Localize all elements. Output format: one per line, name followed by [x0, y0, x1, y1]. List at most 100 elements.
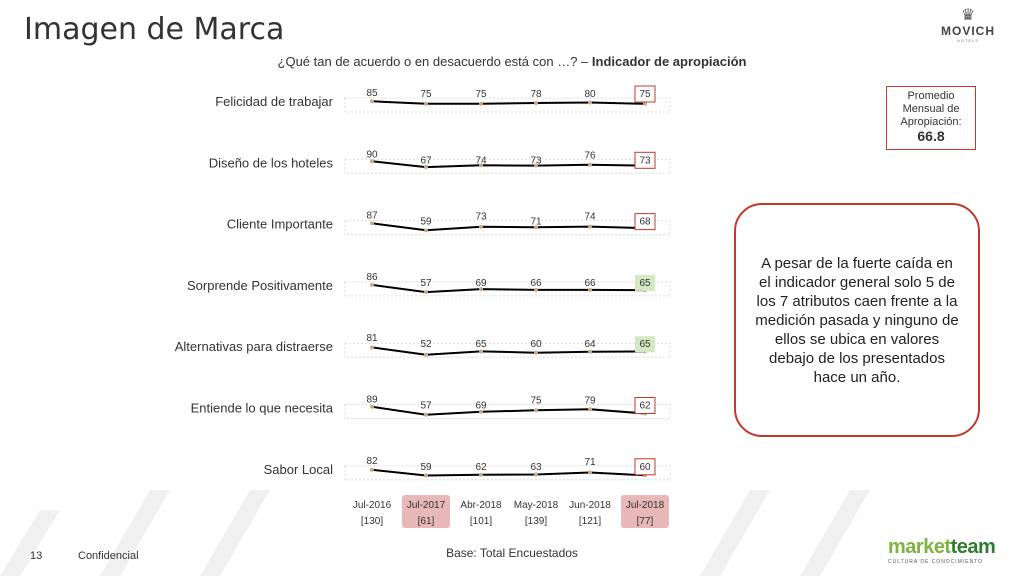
series-point — [479, 287, 483, 292]
series-line — [371, 468, 646, 477]
period-highlight — [402, 495, 450, 528]
average-box: Promedio Mensual de Apropiación: 66.8 — [886, 86, 976, 150]
data-label: 68 — [639, 217, 651, 228]
series-point — [479, 101, 483, 106]
base-label: Base: Total Encuestados — [446, 546, 578, 560]
data-label: 71 — [584, 457, 596, 468]
series-line — [371, 346, 646, 356]
data-label: 65 — [639, 339, 651, 350]
last-value-box — [634, 213, 656, 231]
movich-logo: ♛ MOVICH HOTELS — [940, 8, 996, 48]
data-label: 62 — [639, 401, 651, 412]
data-label: 76 — [584, 150, 596, 161]
logo-tagline-mt: CULTURA DE CONOCIMIENTO — [888, 559, 984, 565]
data-label: 57 — [420, 278, 432, 289]
data-label: 73 — [639, 155, 651, 166]
data-label: 82 — [366, 456, 378, 467]
last-value-box — [634, 85, 656, 103]
series-label: Sorprende Positivamente — [187, 278, 333, 293]
crown-m-icon: ♛ — [960, 7, 976, 24]
data-label: 59 — [420, 462, 432, 473]
series-point — [479, 224, 483, 229]
series-point — [424, 165, 428, 170]
series-point — [534, 101, 538, 105]
series-point — [424, 228, 428, 233]
series-point — [370, 467, 374, 472]
data-label: 66 — [584, 278, 596, 289]
data-label: 75 — [639, 89, 651, 100]
last-value-box — [635, 336, 655, 353]
insight-note: A pesar de la fuerte caída en el indicad… — [734, 203, 980, 437]
data-label: 52 — [420, 339, 432, 350]
series-label: Felicidad de trabajar — [215, 94, 333, 109]
data-label: 60 — [530, 339, 542, 350]
data-label: 60 — [639, 462, 651, 473]
period-highlight — [621, 495, 669, 528]
average-value: 66.8 — [917, 128, 945, 144]
series-label: Entiende lo que necesita — [191, 401, 334, 416]
series-label: Sabor Local — [264, 462, 333, 477]
question-bold: Indicador de apropiación — [591, 54, 747, 69]
data-label: 66 — [530, 278, 542, 289]
series-line — [371, 283, 646, 294]
last-value-box — [634, 397, 656, 414]
series-label: Diseño de los hoteles — [209, 155, 334, 170]
data-label: 86 — [366, 272, 378, 283]
series-band — [344, 158, 671, 174]
logo-tagline: HOTELS — [956, 38, 979, 43]
logo-market: market — [888, 536, 951, 558]
series-point — [479, 472, 483, 477]
data-label: 62 — [475, 462, 487, 473]
logo-brand: MOVICH — [941, 24, 995, 38]
data-label: 81 — [366, 333, 378, 344]
decorative-stripes — [0, 490, 870, 576]
series-point — [588, 287, 592, 292]
data-label: 75 — [420, 89, 432, 100]
data-label: 59 — [420, 217, 432, 228]
average-label: Promedio Mensual de Apropiación: — [900, 90, 962, 128]
series-line — [371, 222, 646, 232]
data-label: 78 — [530, 89, 542, 100]
series-band — [344, 97, 671, 113]
series-point — [534, 163, 538, 168]
data-label: 57 — [420, 401, 432, 412]
series-point — [588, 224, 592, 229]
series-line — [371, 160, 646, 169]
series-point — [424, 101, 428, 106]
series-point — [588, 349, 592, 354]
x-base-label: [61] — [418, 516, 435, 527]
series-line — [371, 100, 646, 105]
data-label: 89 — [366, 395, 378, 406]
data-label: 64 — [584, 339, 596, 350]
data-label: 69 — [475, 278, 487, 289]
series-point — [370, 404, 374, 409]
series-point — [424, 352, 428, 357]
x-tick-label: Jul-2018 — [626, 500, 665, 511]
series-label: Alternativas para distraerse — [175, 339, 333, 354]
data-label: 90 — [366, 149, 378, 160]
data-label: 79 — [584, 396, 596, 407]
series-point — [424, 290, 428, 295]
series-band — [344, 404, 671, 419]
x-base-label: [101] — [470, 516, 492, 527]
series-point — [643, 101, 647, 106]
x-tick-label: Jun-2018 — [569, 500, 611, 511]
x-base-label: [130] — [361, 516, 383, 527]
x-tick-label: Jul-2017 — [407, 500, 446, 511]
series-point — [534, 472, 538, 477]
data-label: 71 — [530, 217, 542, 228]
series-band — [344, 220, 671, 236]
x-tick-label: Abr-2018 — [460, 500, 502, 511]
page-number: 13 — [30, 550, 43, 562]
data-label: 74 — [584, 212, 596, 223]
data-label: 69 — [475, 401, 487, 412]
data-label: 74 — [475, 155, 487, 166]
data-label: 63 — [530, 462, 542, 473]
series-point — [370, 282, 374, 287]
marketteam-logo: marketteam CULTURA DE CONOCIMIENTO — [888, 536, 1018, 574]
data-label: 75 — [475, 89, 487, 100]
series-band — [344, 342, 671, 358]
series-point — [479, 163, 483, 168]
last-value-box — [634, 458, 656, 476]
